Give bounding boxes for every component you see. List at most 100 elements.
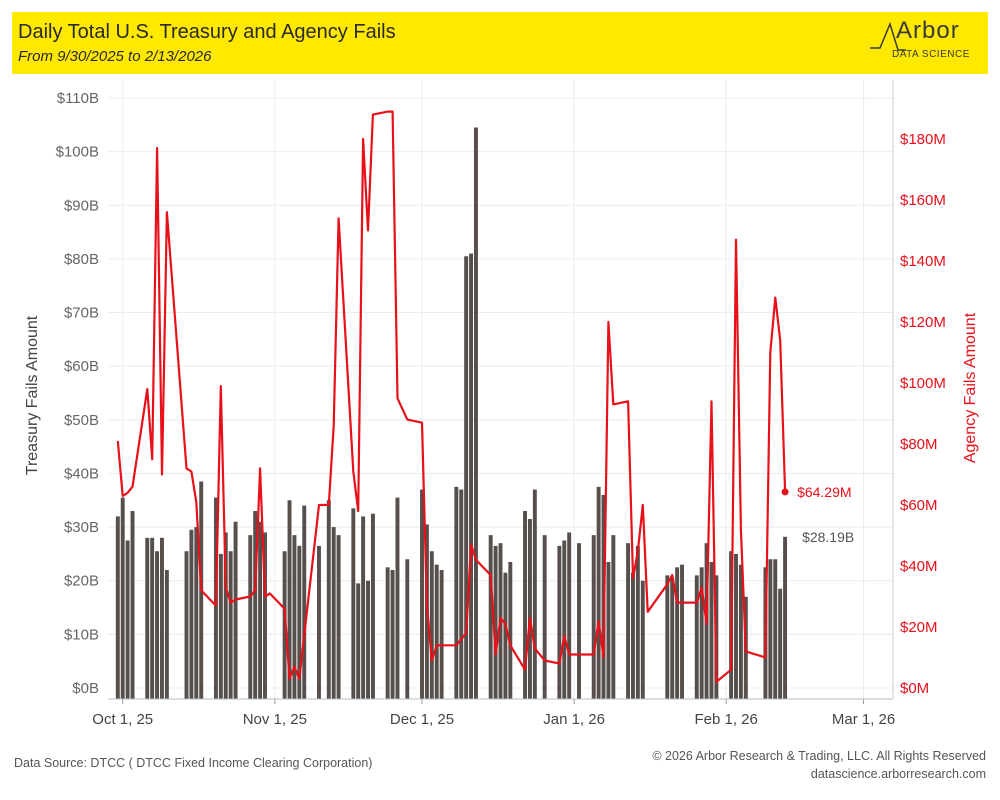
treasury-bar [420,489,424,699]
treasury-bar [469,253,474,699]
left-tick-label: $90B [64,197,99,214]
treasury-bar [302,505,307,699]
treasury-bar [680,564,684,699]
treasury-bar [670,578,675,699]
x-tick-label: Jan 1, 26 [543,711,605,728]
treasury-bar [145,537,150,699]
right-tick-label: $80M [900,436,938,453]
treasury-bar [370,513,375,699]
treasury-bar [287,500,292,699]
treasury-bar [577,543,581,699]
treasury-bar [532,489,537,699]
treasury-bar [160,537,164,699]
right-axis-title: Agency Fails Amount [962,312,979,463]
treasury-bar [120,497,125,699]
website-link[interactable]: datascience.arborresearch.com [810,767,986,781]
right-tick-label: $140M [900,253,946,270]
treasury-bar [248,535,253,699]
right-tick-label: $160M [900,192,946,209]
treasury-bar [675,567,680,699]
logo-subtitle: DATA SCIENCE [892,49,970,60]
footer-credits: © 2026 Arbor Research & Trading, LLC. Al… [652,747,986,783]
left-tick-label: $0B [72,680,99,697]
treasury-bar [390,570,395,699]
right-tick-label: $0M [900,680,929,697]
right-tick-label: $120M [900,314,946,331]
treasury-bar [218,553,223,699]
treasury-bar [366,580,370,699]
treasury-bar [282,551,287,699]
treasury-bar [115,516,120,699]
treasury-bar [631,572,635,699]
treasury-bar [189,529,194,699]
treasury-bar [194,527,199,699]
right-tick-label: $20M [900,619,938,636]
treasury-bar [150,537,155,699]
left-tick-label: $80B [64,251,99,268]
treasury-bar [336,535,341,699]
treasury-bar [184,551,189,699]
x-tick-label: Feb 1, 26 [694,711,757,728]
treasury-bar [464,256,469,699]
treasury-bar [155,551,160,699]
right-tick-label: $60M [900,497,938,514]
treasury-bar [233,521,238,699]
right-tick-label: $180M [900,131,946,148]
treasury-bar [734,553,738,699]
treasury-bar [434,564,439,699]
treasury-bar [258,521,263,699]
treasury-bars [115,127,788,699]
treasury-bar [709,561,714,699]
treasury-bar [626,543,631,699]
arbor-logo: Arbor DATA SCIENCE [868,16,978,70]
treasury-bar [778,588,783,699]
treasury-bar [356,583,361,699]
treasury-bar [130,511,135,699]
treasury-bar [508,561,513,699]
left-tick-label: $60B [64,358,99,375]
treasury-bar [317,545,321,699]
treasury-bar [768,559,773,699]
chart-axes: $0B $10B $20B $30B $40B $50B $60B $70B $80B $90B $… [24,80,979,728]
treasury-bar [773,559,778,699]
treasury-bar [253,511,258,699]
x-tick-label: Nov 1, 25 [243,711,307,728]
treasury-bar [488,535,493,699]
agency-last-point [781,488,789,496]
treasury-bar [361,516,366,699]
treasury-bar [527,519,532,699]
treasury-bar [228,551,233,699]
treasury-bar [263,532,267,699]
treasury-bar [699,567,704,699]
x-tick-label: Oct 1, 25 [92,711,153,728]
x-tick-label: Mar 1, 26 [832,711,895,728]
treasury-bar [297,545,302,699]
right-tick-label: $40M [900,558,938,575]
left-tick-label: $20B [64,573,99,590]
treasury-bar [635,545,640,699]
treasury-bar [523,511,527,699]
treasury-bar [596,486,601,699]
treasury-bar [292,535,297,699]
treasury-bar [164,570,169,699]
logo-word: Arbor [896,17,960,44]
treasury-bar [439,570,444,699]
treasury-bar [665,575,670,699]
treasury-bar [738,564,743,699]
left-tick-label: $40B [64,465,99,482]
left-tick-label: $10B [64,626,99,643]
treasury-bar [385,567,390,699]
right-tick-label: $100M [900,375,946,392]
left-axis-title: Treasury Fails Amount [24,315,41,475]
treasury-bar [125,540,130,699]
chart-subtitle: From 9/30/2025 to 2/13/2026 [18,48,212,65]
left-tick-label: $50B [64,412,99,429]
agency-line [116,110,789,684]
treasury-bar [606,561,611,699]
treasury-bar [459,489,464,699]
left-tick-label: $100B [56,144,99,161]
data-source: Data Source: DTCC ( DTCC Fixed Income Cl… [14,756,373,770]
treasury-bar [562,540,567,699]
left-tick-label: $110B [57,90,99,107]
